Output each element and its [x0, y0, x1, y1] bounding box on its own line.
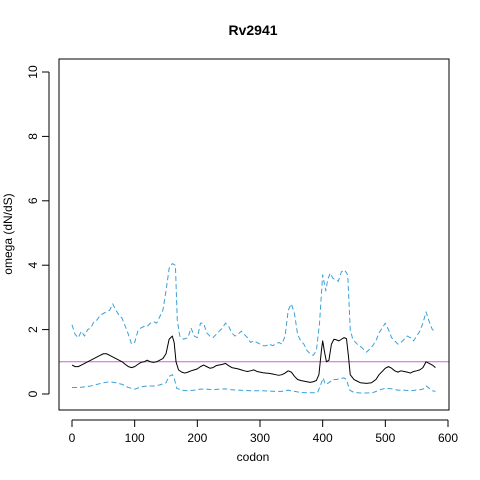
- x-tick-label: 100: [125, 431, 145, 445]
- x-tick-label: 400: [313, 431, 333, 445]
- y-tick-label: 0: [26, 390, 40, 397]
- series-line-upper-ci: [71, 263, 436, 356]
- y-tick-label: 8: [26, 133, 40, 140]
- x-tick-label: 500: [375, 431, 395, 445]
- y-tick-label: 2: [26, 326, 40, 333]
- x-tick-label: 200: [187, 431, 207, 445]
- series-line-estimate: [71, 335, 436, 384]
- x-tick-label: 300: [250, 431, 270, 445]
- series-line-lower-ci: [72, 374, 436, 394]
- y-tick-label: 6: [26, 197, 40, 204]
- y-tick-label: 4: [26, 262, 40, 269]
- plot-area: [59, 263, 449, 394]
- plot-frame: [58, 58, 450, 411]
- chart-title: Rv2941: [228, 22, 277, 38]
- x-axis-title: codon: [237, 450, 270, 464]
- y-axis-title: omega (dN/dS): [1, 193, 15, 274]
- y-tick-label: 10: [26, 65, 40, 79]
- x-tick-label: 600: [438, 431, 458, 445]
- x-tick-label: 0: [69, 431, 76, 445]
- y-axis: 0 2 4 6 8 10: [26, 65, 50, 397]
- x-axis: 0 100 200 300 400 500 600: [69, 419, 458, 445]
